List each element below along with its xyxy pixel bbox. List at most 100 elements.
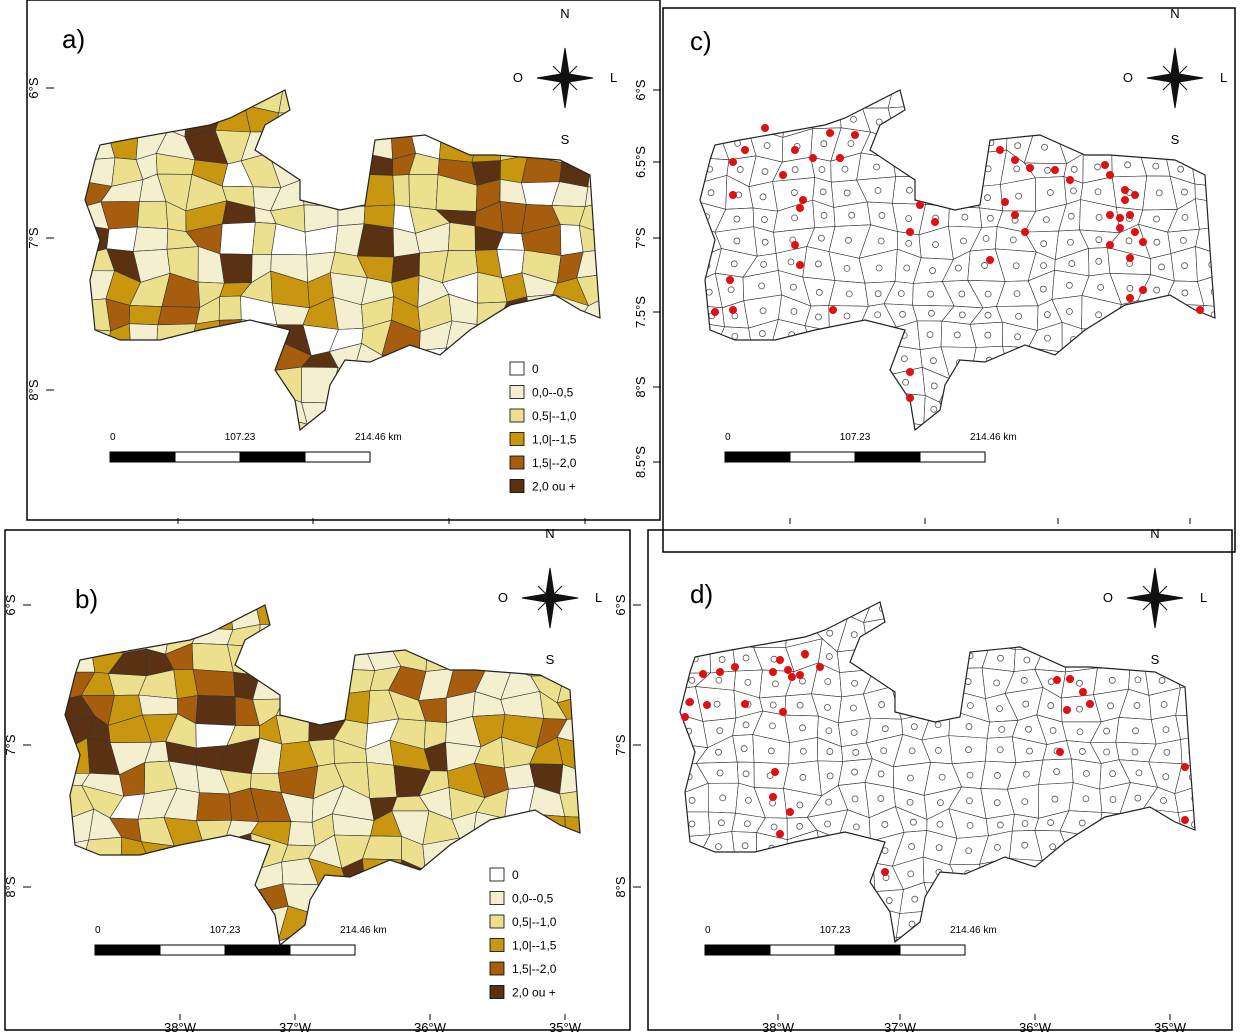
compass-east: L (595, 590, 602, 605)
municipality (590, 694, 623, 716)
scale-segment (920, 452, 985, 462)
case-point (881, 868, 889, 876)
centroid (966, 848, 972, 854)
municipality (899, 641, 934, 672)
municipality (334, 136, 367, 160)
case-point (729, 191, 737, 199)
municipality (74, 329, 111, 349)
centroid (717, 770, 723, 776)
municipality (1201, 735, 1240, 769)
centroid (1103, 845, 1109, 851)
municipality (437, 103, 478, 135)
centroid (1188, 723, 1194, 729)
y-tick-label: 7.5°S (633, 296, 648, 328)
centroid (763, 405, 769, 411)
centroid (1025, 726, 1031, 732)
municipality (1087, 836, 1122, 860)
case-point (1086, 700, 1094, 708)
municipality (141, 842, 176, 867)
municipality (108, 883, 143, 917)
centroid (846, 408, 852, 414)
municipality (833, 345, 866, 375)
legend-swatch (490, 939, 504, 952)
centroid (732, 333, 738, 339)
municipality (451, 860, 487, 895)
scale-segment (770, 945, 835, 955)
centroid (743, 771, 749, 777)
municipality (594, 913, 620, 938)
centroid (967, 890, 973, 896)
municipality (1087, 858, 1123, 889)
municipality (566, 841, 589, 871)
centroid (983, 235, 989, 241)
centroid (791, 190, 797, 196)
municipality (65, 865, 88, 884)
municipality (550, 102, 590, 135)
centroid (1122, 140, 1128, 146)
municipality (1172, 617, 1208, 652)
municipality (1007, 102, 1033, 135)
municipality (1173, 856, 1214, 891)
scale-segment (225, 945, 290, 955)
centroid (937, 800, 943, 806)
scale-segment (110, 452, 175, 462)
centroid (907, 775, 913, 781)
centroid (796, 120, 802, 126)
municipality (1141, 394, 1179, 420)
centroid (792, 358, 798, 364)
centroid (1133, 728, 1139, 734)
legend-label: 0,0--0,5 (512, 892, 554, 906)
municipality (557, 932, 599, 962)
centroid (994, 680, 1000, 686)
centroid (904, 432, 910, 438)
centroid (1067, 239, 1073, 245)
municipality (1115, 859, 1149, 888)
municipality (188, 349, 223, 373)
centroid (955, 265, 961, 271)
centroid (958, 118, 964, 124)
centroid (1161, 798, 1167, 804)
centroid (789, 404, 795, 410)
case-point (1139, 238, 1147, 246)
municipality (143, 918, 178, 940)
municipality (1173, 878, 1214, 912)
centroid (790, 284, 796, 290)
case-point (996, 146, 1004, 154)
centroid (824, 117, 830, 123)
centroid (884, 654, 890, 660)
centroid (1158, 893, 1164, 899)
centroid (967, 772, 973, 778)
municipality (459, 838, 488, 871)
centroid (708, 190, 714, 196)
centroid (1207, 382, 1213, 388)
centroid (886, 898, 892, 904)
centroid (762, 169, 768, 175)
municipality (1121, 886, 1149, 914)
centroid (706, 404, 712, 410)
centroid (1068, 95, 1074, 101)
municipality (187, 81, 223, 110)
municipality (564, 645, 595, 675)
municipality (583, 86, 618, 115)
centroid (761, 217, 767, 223)
centroid (1097, 404, 1103, 410)
centroid (715, 939, 721, 945)
municipality (327, 81, 363, 105)
municipality (107, 227, 138, 252)
centroid (1187, 847, 1193, 853)
municipality (1001, 370, 1025, 396)
municipality (1167, 102, 1206, 136)
compass-west: O (498, 590, 508, 605)
municipality (900, 616, 934, 651)
centroid (1039, 359, 1045, 365)
centroid (705, 360, 711, 366)
municipality (604, 353, 634, 378)
centroid (853, 749, 859, 755)
municipality (367, 762, 397, 798)
municipality (333, 152, 362, 181)
centroid (873, 383, 879, 389)
municipality (1138, 349, 1174, 379)
centroid (761, 261, 767, 267)
centroid (852, 769, 858, 775)
municipality (784, 882, 820, 904)
